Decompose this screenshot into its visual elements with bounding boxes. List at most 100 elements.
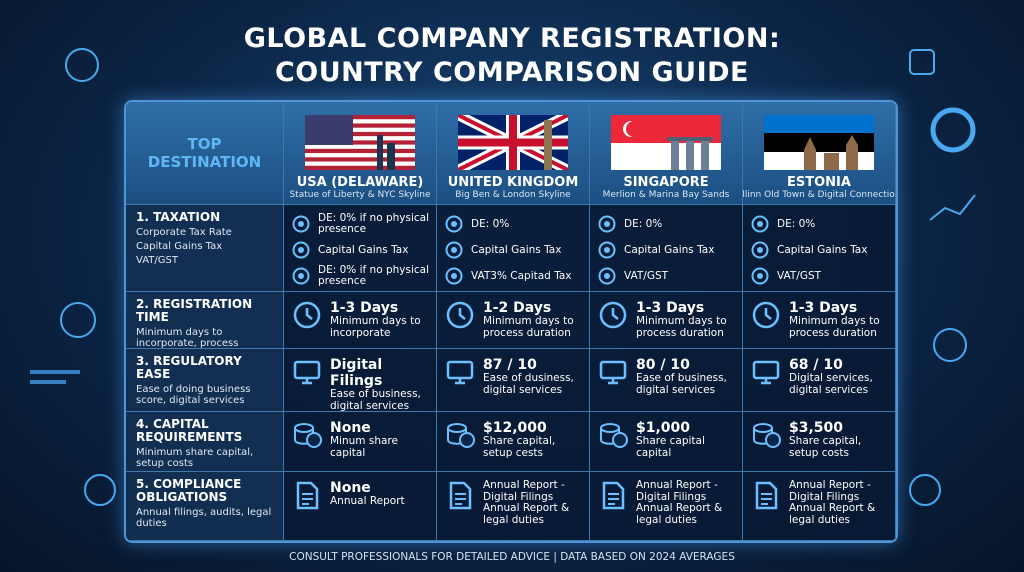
tax-cell: DE: 0% Capital Gains Tax VAT3% Capitad Tax	[437, 205, 590, 292]
value-body: Minum share capital	[330, 435, 398, 459]
country-name: USA (DELAWARE)	[296, 175, 424, 190]
value-body: Minimum days to process duration	[789, 315, 880, 339]
coin-icon	[292, 241, 310, 259]
row-icon	[446, 301, 474, 329]
decoration	[30, 48, 116, 506]
tax-cell: DE: 0% if no physical presence Capital Ga…	[284, 205, 437, 292]
tax-cell: DE: 0% Capital Gains Tax VAT/GST	[743, 205, 896, 292]
value-head: 1-3 Days	[636, 300, 705, 316]
value-cell: $1,000 Share capital capital	[590, 412, 743, 472]
coin-icon	[445, 241, 463, 259]
value-head: 1-3 Days	[330, 300, 399, 316]
value-body: Minimum days to process duration	[636, 315, 727, 339]
tax-text: VAT3% Capitad Tax	[471, 269, 572, 282]
tax-cell: DE: 0% Capital Gains Tax VAT/GST	[590, 205, 743, 292]
tax-text: DE: 0% if no physical presence	[318, 264, 430, 287]
tax-line: Capital Gains Tax	[590, 237, 742, 263]
row-title: 2. REGISTRATION TIME	[136, 297, 253, 324]
country-caption: Merlion & Marina Bay Sands	[602, 190, 730, 200]
row-label: 4. CAPITAL REQUIREMENTS Minimum share cap…	[126, 412, 284, 472]
value-text: 1-3 Days Minimum days to process duration	[789, 300, 889, 339]
value-cell: None Annual Report	[284, 472, 437, 541]
tax-text: Capital Gains Tax	[318, 243, 409, 256]
row-label: 3. REGULATORY EASE Ease of doing business…	[126, 349, 284, 412]
title-line: GLOBAL COMPANY REGISTRATION:	[243, 23, 781, 54]
tax-text: DE: 0%	[777, 217, 816, 230]
value-cell: 80 / 10 Ease of business, digital service…	[590, 349, 743, 412]
coin-icon	[598, 267, 616, 285]
value-head: None	[330, 420, 371, 436]
row-title: 5. COMPLIANCE OBLIGATIONS	[136, 477, 242, 504]
value-cell: Annual Report - Digital Filings Annual R…	[590, 472, 743, 541]
coin-icon	[445, 267, 463, 285]
tax-text: DE: 0% if no physical presence	[318, 212, 430, 235]
tax-line: DE: 0%	[590, 211, 742, 237]
row-icon	[294, 423, 322, 448]
tax-text: Capital Gains Tax	[777, 243, 868, 256]
row-icon	[602, 481, 625, 510]
value-cell: None Minum share capital	[284, 412, 437, 472]
tax-line: DE: 0% if no physical presence	[284, 263, 436, 289]
country-header: UNITED KINGDOM Big Ben & London Skyline	[437, 102, 590, 205]
tax-text: VAT/GST	[777, 269, 822, 282]
value-cell: 1-2 Days Minimum days to process duration	[437, 292, 590, 349]
row-label: 2. REGISTRATION TIME Minimum days to inco…	[126, 292, 284, 349]
value-cell: $12,000 Share capital, setup cests	[437, 412, 590, 472]
value-cell: 68 / 10 Digital services, digital service…	[743, 349, 896, 412]
title-line: COUNTRY COMPARISON GUIDE	[274, 57, 750, 88]
value-head: None	[330, 480, 371, 496]
coin-icon	[598, 215, 616, 233]
country-header: USA (DELAWARE) Statue of Liberty & NYC Sk…	[284, 102, 437, 205]
value-text: 68 / 10 Digital services, digital service…	[789, 357, 889, 396]
value-cell: 87 / 10 Ease of dusiness, digital service…	[437, 349, 590, 412]
value-body: Ease of dusiness, digital services	[483, 372, 574, 396]
value-body: Annual Report - Digital Filings Annual R…	[483, 479, 570, 526]
row-icon	[752, 301, 780, 329]
row-label: 5. COMPLIANCE OBLIGATIONS Annual filings,…	[126, 472, 284, 541]
country-name: SINGAPORE	[623, 175, 709, 190]
value-text: Annual Report - Digital Filings Annual R…	[483, 479, 583, 526]
value-text: 1-3 Days Minimum days to process duration	[636, 300, 736, 339]
value-body: Digital services, digital services	[789, 372, 873, 396]
tax-line: DE: 0% if no physical presence	[284, 211, 436, 237]
value-text: Digital Filings Ease of business, digital…	[330, 357, 430, 411]
coin-icon	[751, 215, 769, 233]
value-text: Annual Report - Digital Filings Annual R…	[789, 479, 889, 526]
value-head: $1,000	[636, 420, 691, 436]
tax-line: VAT3% Capitad Tax	[437, 263, 589, 289]
value-body: Share capital capital	[636, 435, 705, 459]
value-head: 1-2 Days	[483, 300, 552, 316]
value-head: $12,000	[483, 420, 547, 436]
tax-text: Capital Gains Tax	[624, 243, 715, 256]
row-item: Capital Gains Tax	[136, 241, 223, 252]
value-text: $12,000 Share capital, setup cests	[483, 420, 583, 459]
flag	[764, 115, 874, 170]
flag	[611, 115, 721, 170]
coin-icon	[292, 267, 310, 285]
row-icon	[752, 360, 780, 385]
country-header: ESTONIATallinn Old Town & Digital Connec…	[743, 102, 896, 205]
row-icon	[293, 360, 321, 385]
value-head: 1-3 Days	[789, 300, 858, 316]
country-caption: Tallinn Old Town & Digital Connections	[743, 190, 895, 200]
value-text: $1,000 Share capital capital	[636, 420, 736, 459]
corner-cell: TOP DESTINATION	[126, 102, 284, 205]
flag	[458, 115, 568, 170]
tax-line: VAT/GST	[743, 263, 895, 289]
value-body: Annual Report - Digital Filings Annual R…	[789, 479, 876, 526]
row-icon	[449, 481, 472, 510]
row-icon	[755, 481, 778, 510]
coin-icon	[292, 215, 310, 233]
country-header: SINGAPORE Merlion & Marina Bay Sands	[590, 102, 743, 205]
row-icon	[296, 481, 319, 510]
country-caption: Big Ben & London Skyline	[455, 190, 571, 200]
coin-icon	[598, 241, 616, 259]
value-head: $3,500	[789, 420, 844, 436]
tax-line: DE: 0%	[743, 211, 895, 237]
row-icon	[599, 301, 627, 329]
tax-text: Capital Gains Tax	[471, 243, 562, 256]
tax-line: Capital Gains Tax	[284, 237, 436, 263]
tax-text: DE: 0%	[624, 217, 663, 230]
value-body: Share capital, setup costs	[789, 435, 862, 459]
row-icon	[599, 360, 627, 385]
